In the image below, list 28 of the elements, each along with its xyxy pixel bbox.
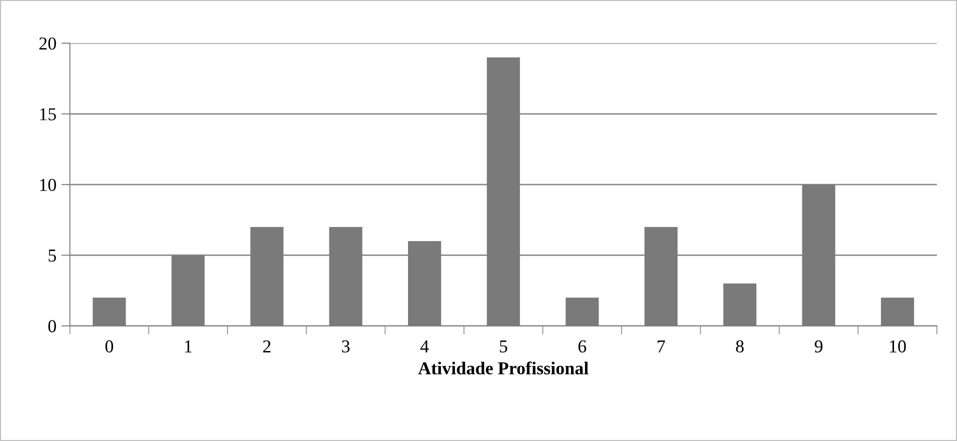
x-tick-label: 0: [105, 340, 114, 352]
bar: [880, 298, 914, 326]
y-tick-label: 10: [40, 178, 56, 191]
x-tick-label: 7: [658, 340, 666, 352]
x-tick-label: 10: [890, 340, 906, 352]
y-tick-label: 15: [40, 108, 56, 120]
x-tick-label: 5: [500, 340, 508, 352]
x-tick-label: 1: [185, 340, 192, 352]
x-tick-label: 6: [578, 340, 586, 352]
x-axis-title: Atividade Profissional: [418, 362, 588, 374]
x-tick-label: 9: [814, 340, 822, 352]
bar: [172, 255, 205, 326]
x-tick-label: 2: [263, 340, 270, 352]
bar: [92, 298, 126, 326]
bar: [408, 241, 442, 326]
bar: [329, 226, 362, 326]
bar: [802, 184, 836, 326]
y-tick-label: 5: [48, 250, 56, 262]
x-tick-label: 3: [342, 340, 350, 352]
bar: [566, 298, 599, 326]
bar: [723, 283, 756, 326]
y-tick-label: 0: [48, 320, 56, 332]
bar: [644, 226, 678, 326]
y-tick-label: 20: [39, 37, 56, 50]
bar: [486, 57, 520, 326]
x-tick-label: 4: [420, 340, 429, 352]
bar: [250, 226, 284, 326]
x-tick-label: 8: [736, 340, 744, 352]
